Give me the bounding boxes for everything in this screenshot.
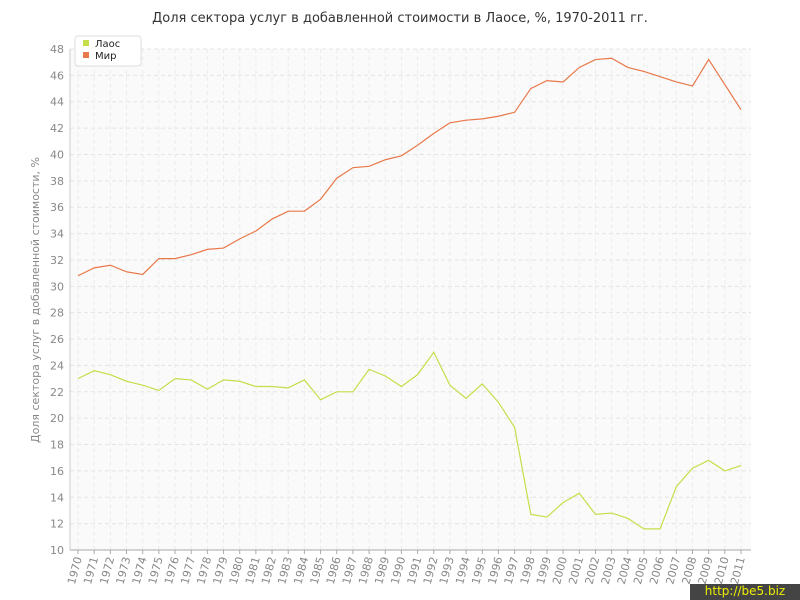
legend-swatch xyxy=(83,52,89,58)
y-tick-label: 40 xyxy=(50,148,64,161)
grid xyxy=(70,48,751,551)
watermark: http://be5.biz xyxy=(705,584,785,598)
y-tick-label: 22 xyxy=(50,386,64,399)
y-tick-label: 12 xyxy=(50,518,64,531)
legend-label: Лаос xyxy=(95,39,120,50)
marks xyxy=(77,57,742,530)
series-line xyxy=(77,57,742,277)
y-tick-label: 42 xyxy=(50,122,64,135)
series-line xyxy=(77,351,742,530)
plot-bg xyxy=(70,49,751,550)
y-tick-label: 32 xyxy=(50,254,64,267)
y-axis-label: Доля сектора услуг в добавленной стоимос… xyxy=(29,157,42,443)
y-tick-label: 38 xyxy=(50,175,64,188)
y-tick-label: 34 xyxy=(50,228,64,241)
y-tick-label: 28 xyxy=(50,307,64,320)
y-tick-label: 20 xyxy=(50,412,64,425)
y-tick-label: 48 xyxy=(50,43,64,56)
y-tick-label: 36 xyxy=(50,201,64,214)
y-tick-label: 10 xyxy=(50,544,64,557)
y-tick-label: 46 xyxy=(50,69,64,82)
legend-label: Мир xyxy=(95,51,116,62)
y-tick-label: 30 xyxy=(50,280,64,293)
watermark-bg xyxy=(690,584,800,600)
chart-title: Доля сектора услуг в добавленной стоимос… xyxy=(152,11,648,26)
y-tick-label: 18 xyxy=(50,439,64,452)
y-tick-label: 44 xyxy=(50,96,64,109)
legend-box xyxy=(74,35,142,67)
y-tick-label: 26 xyxy=(50,333,64,346)
legend-swatch xyxy=(83,40,89,46)
y-tick-label: 24 xyxy=(50,359,64,372)
y-tick-label: 14 xyxy=(50,491,64,504)
y-tick-label: 16 xyxy=(50,465,64,478)
